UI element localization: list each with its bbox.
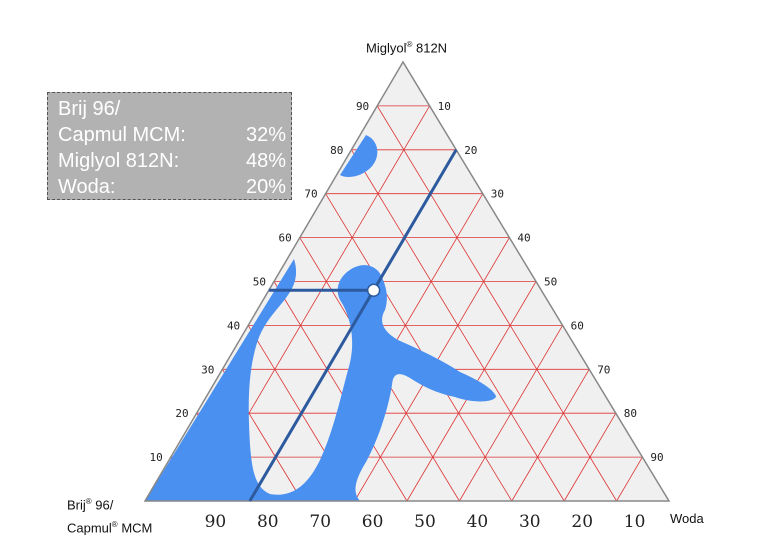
tick-right-40: 40 xyxy=(517,232,530,245)
tick-bottom-80: 80 xyxy=(257,512,279,532)
tick-labels: 90 80 70 60 50 40 30 20 10 10 20 30 40 50 60 70 80 90 90 80… xyxy=(150,100,664,532)
tick-left-60: 60 xyxy=(279,232,292,245)
tick-left-90: 90 xyxy=(356,100,369,113)
tick-right-30: 30 xyxy=(491,188,504,201)
tick-bottom-60: 60 xyxy=(362,512,384,532)
tick-bottom-90: 90 xyxy=(205,512,227,532)
grid-line-surfactant-10 xyxy=(376,105,617,502)
grid-line-water-90 xyxy=(616,456,643,502)
tick-right-80: 80 xyxy=(624,407,637,420)
grid-line-surfactant-50 xyxy=(273,281,408,502)
tick-right-60: 60 xyxy=(571,319,584,332)
tick-bottom-50: 50 xyxy=(414,512,436,532)
vertex-label-left: Brij® 96/ Capmul® MCM xyxy=(67,497,153,536)
composition-legend: Brij 96/ Capmul MCM: 32% Miglyol 812N: 48%… xyxy=(47,92,292,200)
legend-row-capmul: Capmul MCM: 32% xyxy=(58,124,287,146)
guide-line-water xyxy=(372,149,458,292)
tick-right-20: 20 xyxy=(464,144,477,157)
guide-lines xyxy=(248,149,458,502)
tick-right-10: 10 xyxy=(438,100,451,113)
tick-bottom-70: 70 xyxy=(309,512,331,532)
composition-point xyxy=(366,283,381,298)
tick-right-70: 70 xyxy=(597,363,610,376)
tick-left-80: 80 xyxy=(330,144,343,157)
guide-line-surfactant xyxy=(248,289,375,502)
tick-left-50: 50 xyxy=(253,276,266,289)
tick-left-10: 10 xyxy=(150,451,163,464)
region-top-small xyxy=(340,135,378,177)
tick-left-40: 40 xyxy=(227,319,240,332)
triangle-outline xyxy=(143,60,671,502)
legend-row-miglyol: Miglyol 812N: 48% xyxy=(58,150,287,172)
vertex-label-right: Woda xyxy=(670,511,704,526)
tick-left-30: 30 xyxy=(201,363,214,376)
region-left-large xyxy=(145,259,496,501)
grid-line-water-80 xyxy=(563,412,617,502)
vertex-label-top: Miglyol® 812N xyxy=(366,40,448,56)
grid-line-surfactant-30 xyxy=(325,193,513,502)
tick-left-70: 70 xyxy=(304,188,317,201)
tick-left-20: 20 xyxy=(175,407,188,420)
legend-row-woda: Woda: 20% xyxy=(58,176,287,198)
tick-bottom-30: 30 xyxy=(519,512,541,532)
tick-right-90: 90 xyxy=(650,451,663,464)
grid-line-water-60 xyxy=(459,325,563,502)
tick-bottom-40: 40 xyxy=(467,512,489,532)
grid-line-water-70 xyxy=(511,369,590,502)
tick-bottom-20: 20 xyxy=(571,512,593,532)
tick-bottom-10: 10 xyxy=(624,512,646,532)
tick-right-50: 50 xyxy=(544,276,557,289)
legend-title: Brij 96/ xyxy=(58,98,121,120)
phase-regions xyxy=(145,135,496,501)
